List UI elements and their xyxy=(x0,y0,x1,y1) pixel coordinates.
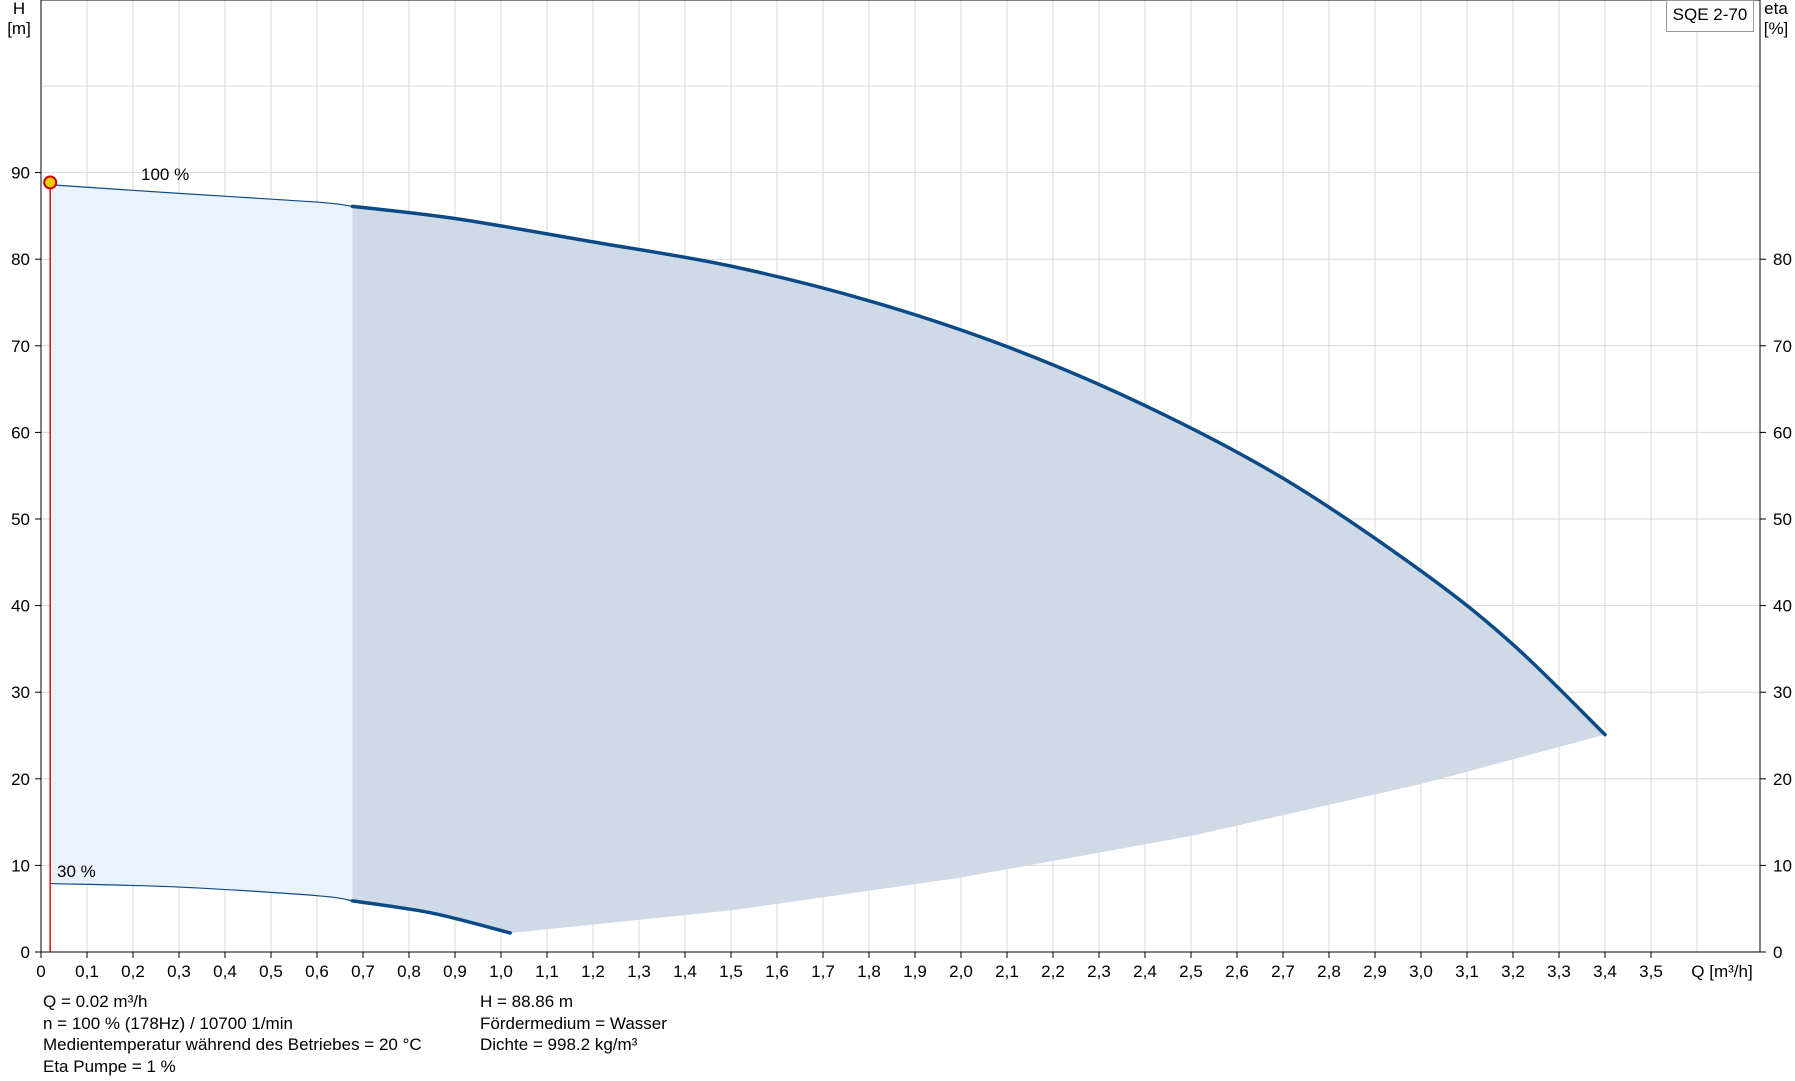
x-tick-label: 0,9 xyxy=(443,962,467,981)
y-right-tick-label: 20 xyxy=(1773,770,1792,789)
legend-label: SQE 2-70 xyxy=(1672,5,1748,24)
y-right-tick-label: 30 xyxy=(1773,683,1792,702)
y-right-tick-label: 10 xyxy=(1773,856,1792,875)
x-tick-label: 1,5 xyxy=(719,962,743,981)
y-left-tick-label: 20 xyxy=(11,770,30,789)
x-tick-label: 1,1 xyxy=(535,962,559,981)
x-tick-label: 0,1 xyxy=(75,962,99,981)
info-eta: Eta Pumpe = 1 % xyxy=(43,1056,176,1076)
y-right-tick-labels: 0 10 20 30 40 50 60 70 80 xyxy=(1760,250,1792,962)
y-right-axis-label: eta xyxy=(1764,0,1788,18)
curve-100-thin xyxy=(50,184,353,207)
x-tick-label: 2,4 xyxy=(1133,962,1157,981)
y-right-tick-label: 60 xyxy=(1773,423,1792,442)
y-left-tick-label: 50 xyxy=(11,510,30,529)
y-left-tick-label: 70 xyxy=(11,337,30,356)
y-right-tick-label: 80 xyxy=(1773,250,1792,269)
x-tick-label: 1,2 xyxy=(581,962,605,981)
y-right-tick-label: 0 xyxy=(1773,943,1782,962)
y-left-tick-label: 0 xyxy=(21,943,30,962)
y-left-tick-label: 80 xyxy=(11,250,30,269)
x-tick-label: 1,0 xyxy=(489,962,513,981)
info-block-left: Q = 0.02 m³/h n = 100 % (178Hz) / 10700 … xyxy=(43,991,422,1077)
x-tick-label: 2,3 xyxy=(1087,962,1111,981)
y-right-tick-label: 40 xyxy=(1773,597,1792,616)
curve-30-thick xyxy=(350,899,512,935)
x-tick-label: 1,4 xyxy=(673,962,697,981)
x-tick-label: 1,7 xyxy=(811,962,835,981)
x-tick-label: 2,7 xyxy=(1271,962,1295,981)
curve-label-30: 30 % xyxy=(57,862,96,881)
x-tick-label: 3,3 xyxy=(1547,962,1571,981)
axes xyxy=(40,0,1761,953)
x-tick-label: 0 xyxy=(36,962,45,981)
info-head: H = 88.86 m xyxy=(480,992,574,1011)
axis-labels: H [m] eta [%] Q [m³/h] xyxy=(7,0,1788,981)
operating-point xyxy=(43,175,58,190)
curve-30-thin xyxy=(50,882,353,902)
x-tick-label: 0,7 xyxy=(351,962,375,981)
x-tick-label: 0,2 xyxy=(121,962,145,981)
info-flow: Q = 0.02 m³/h xyxy=(43,992,148,1011)
x-tick-label: 2,1 xyxy=(995,962,1019,981)
y-left-axis-label: H xyxy=(13,0,25,18)
x-tick-label: 1,9 xyxy=(903,962,927,981)
curve-labels: 100 % 30 % xyxy=(57,165,189,881)
x-tick-label: 0,3 xyxy=(167,962,191,981)
curve-100-thick xyxy=(350,204,1607,737)
y-left-tick-label: 40 xyxy=(11,597,30,616)
x-tick-label: 2,2 xyxy=(1041,962,1065,981)
x-tick-label: 3,0 xyxy=(1409,962,1433,981)
x-tick-label: 1,3 xyxy=(627,962,651,981)
x-tick-label: 1,8 xyxy=(857,962,881,981)
x-tick-label: 0,4 xyxy=(213,962,237,981)
y-right-tick-label: 50 xyxy=(1773,510,1792,529)
x-tick-label: 2,0 xyxy=(949,962,973,981)
y-right-axis-unit: [%] xyxy=(1764,19,1789,38)
x-tick-label: 2,8 xyxy=(1317,962,1341,981)
x-tick-label: 3,5 xyxy=(1639,962,1663,981)
x-tick-label: 2,6 xyxy=(1225,962,1249,981)
x-tick-label: 3,2 xyxy=(1501,962,1525,981)
x-tick-label: 0,8 xyxy=(397,962,421,981)
fill-region-dark xyxy=(352,206,1605,933)
fill-region-light xyxy=(50,184,353,901)
x-tick-label: 2,5 xyxy=(1179,962,1203,981)
operating-range-fill xyxy=(50,184,1605,933)
x-tick-label: 3,1 xyxy=(1455,962,1479,981)
x-tick-label: 1,6 xyxy=(765,962,789,981)
x-tick-label: 0,5 xyxy=(259,962,283,981)
x-tick-label: 2,9 xyxy=(1363,962,1387,981)
x-tick-label: 3,4 xyxy=(1593,962,1617,981)
info-temperature: Medientemperatur während des Betriebes =… xyxy=(43,1035,422,1054)
operating-point-marker xyxy=(43,175,58,190)
y-left-tick-label: 10 xyxy=(11,856,30,875)
legend-box: SQE 2-70 xyxy=(1666,0,1754,32)
x-tick-label: 0,6 xyxy=(305,962,329,981)
curves xyxy=(49,182,1607,952)
info-speed: n = 100 % (178Hz) / 10700 1/min xyxy=(43,1013,293,1033)
curve-label-100: 100 % xyxy=(141,165,189,184)
y-left-tick-label: 60 xyxy=(11,423,30,442)
info-block-right: H = 88.86 m Fördermedium = Wasser Dichte… xyxy=(480,991,667,1056)
y-left-tick-label: 90 xyxy=(11,164,30,183)
y-left-tick-labels: 0 10 20 30 40 50 60 70 80 90 xyxy=(11,164,41,962)
y-left-axis-unit: [m] xyxy=(7,19,31,38)
y-left-tick-label: 30 xyxy=(11,683,30,702)
x-axis-unit-label: Q [m³/h] xyxy=(1691,962,1752,981)
y-right-tick-label: 70 xyxy=(1773,337,1792,356)
x-tick-labels: 0 0,1 0,2 0,3 0,4 0,5 0,6 0,7 0,8 0,9 1,0 1,1 1,2 1,3… xyxy=(36,952,1663,981)
info-medium: Fördermedium = Wasser xyxy=(480,1013,667,1033)
info-density: Dichte = 998.2 kg/m³ xyxy=(480,1035,638,1054)
